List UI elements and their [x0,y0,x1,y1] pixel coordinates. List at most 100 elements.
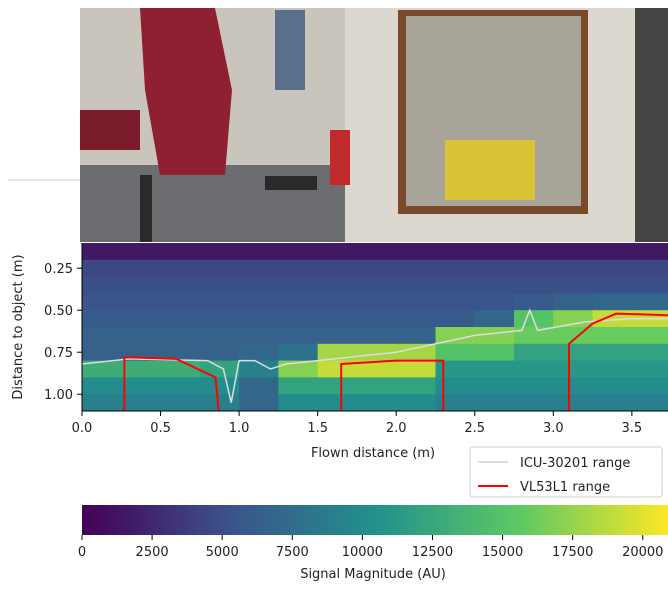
heat-cell [199,259,240,278]
heat-cell [199,293,240,311]
heat-cell [435,360,476,378]
heat-cell [514,310,554,328]
heat-cell [553,343,594,362]
heat-cell [82,360,122,378]
heat-cell [514,293,554,311]
heat-cell [356,259,397,278]
heat-cell [317,377,358,395]
heat-cell [474,293,515,311]
heat-cell [278,293,319,311]
x-tick-label: 2.5 [464,421,485,436]
heat-cell [396,310,436,328]
heat-cell [592,243,633,261]
heat-cell [474,259,515,278]
heat-cell [121,310,162,328]
y-axis-label: Distance to object (m) [11,254,26,399]
heat-cell [514,343,554,362]
heat-cell [356,360,397,378]
heat-cell [592,259,633,278]
heat-cell [160,276,201,294]
heat-cell [396,293,436,311]
heat-cell [82,327,122,345]
heat-cell [82,394,122,411]
heat-cell [160,259,201,278]
heat-cell [317,310,358,328]
heat-cell [199,377,240,395]
heat-cell [239,377,279,395]
heat-cell [121,327,162,345]
heat-cell [631,343,668,362]
heat-cell [317,327,358,345]
heat-cell [435,276,476,294]
heat-cell [553,259,594,278]
heat-cell [553,243,594,261]
heat-cell [474,310,515,328]
heat-cell [199,243,240,261]
heat-cell [239,243,279,261]
heat-cell [199,276,240,294]
heat-cell [592,293,633,311]
colorbar-tick-label: 17500 [552,545,593,560]
heat-cell [435,310,476,328]
heat-cell [278,259,319,278]
x-tick-label: 1.0 [229,421,250,436]
heat-cell [396,276,436,294]
heat-cell [356,394,397,411]
heat-cell [396,360,436,378]
heat-cell [396,377,436,395]
heat-cell [356,327,397,345]
heat-cell [160,377,201,395]
heat-cell [592,343,633,362]
heat-cell [356,343,397,362]
heat-cell [435,259,476,278]
heat-cell [356,293,397,311]
legend [469,446,663,498]
colorbar-tick-label: 12500 [412,545,453,560]
colorbar [82,505,668,535]
heat-cell [239,293,279,311]
heat-cell [631,327,668,345]
heat-cell [396,394,436,411]
heat-cell [553,293,594,311]
series-line [82,308,668,403]
heat-cell [474,276,515,294]
heat-cell [435,327,476,345]
heat-cell [514,259,554,278]
heat-cell [121,360,162,378]
heat-cell [278,310,319,328]
legend-label: ICU-30201 range [520,456,630,471]
y-tick-label: 0.25 [44,262,73,277]
axes [77,243,668,416]
heat-cell [239,394,279,411]
heat-cell [199,310,240,328]
heat-cell [356,243,397,261]
heat-cell [553,377,594,395]
colorbar-tick-label: 5000 [206,545,239,560]
heat-cell [317,360,358,378]
heat-cell [239,327,279,345]
heat-cell [514,394,554,411]
heat-cell [82,377,122,395]
heat-cell [396,343,436,362]
heat-cell [514,276,554,294]
colorbar-tick-label: 10000 [342,545,383,560]
x-tick-label: 3.0 [543,421,564,436]
heat-cell [631,394,668,411]
heat-cell [317,259,358,278]
x-tick-label: 0.0 [72,421,93,436]
heat-cell [199,327,240,345]
heat-cell [631,276,668,294]
heat-cell [121,276,162,294]
heat-cell [435,343,476,362]
colorbar-tick-label: 0 [78,545,86,560]
heat-cell [631,293,668,311]
heat-cell [199,394,240,411]
heat-cell [278,377,319,395]
heat-cell [553,310,594,328]
y-tick-label: 1.00 [44,388,73,403]
heat-cell [82,343,122,362]
heat-cell [435,377,476,395]
colorbar-tick-label: 2500 [136,545,169,560]
heat-cell [160,343,201,362]
